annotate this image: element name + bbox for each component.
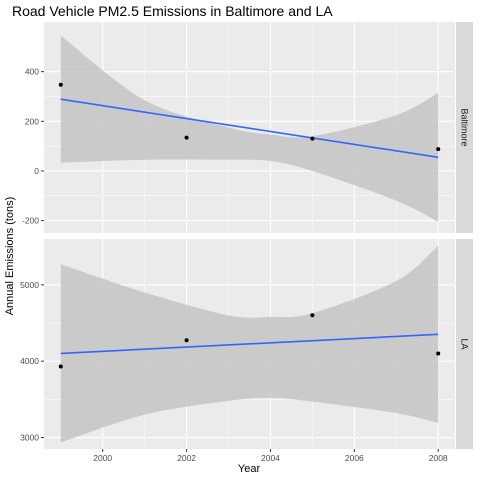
x-tick-label: 2002 [177, 453, 196, 463]
confidence-band [60, 35, 439, 222]
data-point [184, 135, 189, 140]
x-tick-label: 2004 [261, 453, 280, 463]
x-tick-label: 2000 [93, 453, 112, 463]
panel-baltimore: -200 0 200 400 Baltimore [22, 22, 473, 233]
y-axis-title: Annual Emissions (tons) [4, 197, 16, 316]
y-axis-ticks: -200 0 200 400 [22, 67, 44, 226]
y-tick-label: 5000 [20, 280, 39, 290]
y-tick-label: 0 [34, 166, 39, 176]
y-axis-ticks: 3000 4000 5000 [20, 280, 44, 443]
data-point [58, 82, 63, 87]
data-point [184, 338, 189, 343]
x-axis-title: Year [238, 463, 261, 475]
data-point [310, 136, 315, 141]
y-tick-label: -200 [22, 216, 39, 226]
y-tick-label: 4000 [20, 356, 39, 366]
data-point [436, 147, 441, 152]
data-point [436, 351, 441, 356]
chart-title: Road Vehicle PM2.5 Emissions in Baltimor… [12, 3, 333, 19]
y-tick-label: 400 [25, 67, 39, 77]
y-tick-label: 200 [25, 116, 39, 126]
strip-background [456, 22, 473, 233]
data-point [58, 364, 63, 369]
panel-la: 3000 4000 5000 LA [20, 239, 473, 449]
strip-label-la: LA [460, 338, 470, 349]
fit-line [60, 333, 439, 355]
data-points [58, 82, 441, 152]
data-point [310, 313, 315, 318]
x-tick-label: 2006 [345, 453, 364, 463]
strip-label-baltimore: Baltimore [460, 108, 470, 146]
strip-background [456, 239, 473, 449]
fit-line [60, 98, 439, 159]
x-tick-label: 2008 [429, 453, 448, 463]
x-axis-ticks: 2000 2002 2004 2006 2008 [93, 449, 448, 463]
data-points [58, 313, 441, 369]
y-tick-label: 3000 [20, 433, 39, 443]
